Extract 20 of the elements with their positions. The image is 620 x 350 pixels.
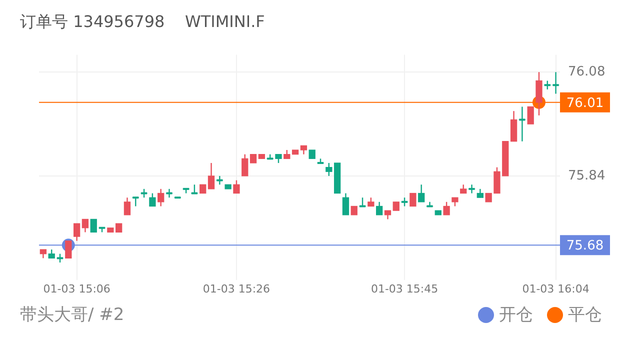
x-tick-label: 01-03 15:26 (202, 282, 270, 296)
y-tick-label: 76.08 (568, 64, 606, 80)
candlestick (410, 192, 416, 207)
legend-label: 开仓 (499, 304, 533, 326)
candlestick (292, 150, 299, 155)
candlestick (527, 106, 534, 124)
text: 带头大哥/ #2 (20, 305, 124, 325)
candlestick (334, 162, 341, 194)
legend-label: 平仓 (568, 304, 602, 326)
candlestick (258, 154, 266, 159)
candlestick (250, 154, 257, 164)
ref-line-label: 75.68 (566, 238, 604, 254)
x-tick-label: 01-03 16:04 (522, 282, 590, 296)
x-tick-label: 01-03 15:45 (370, 282, 438, 296)
x-tick-label: 01-03 15:06 (43, 282, 110, 296)
y-tick-label: 75.84 (568, 168, 606, 184)
candlestick (434, 210, 442, 216)
candlestick (65, 240, 72, 258)
ref-line-label: 76.01 (566, 96, 604, 111)
chart-title: 订单号 134956798 WTIMINI.F (19, 11, 266, 33)
